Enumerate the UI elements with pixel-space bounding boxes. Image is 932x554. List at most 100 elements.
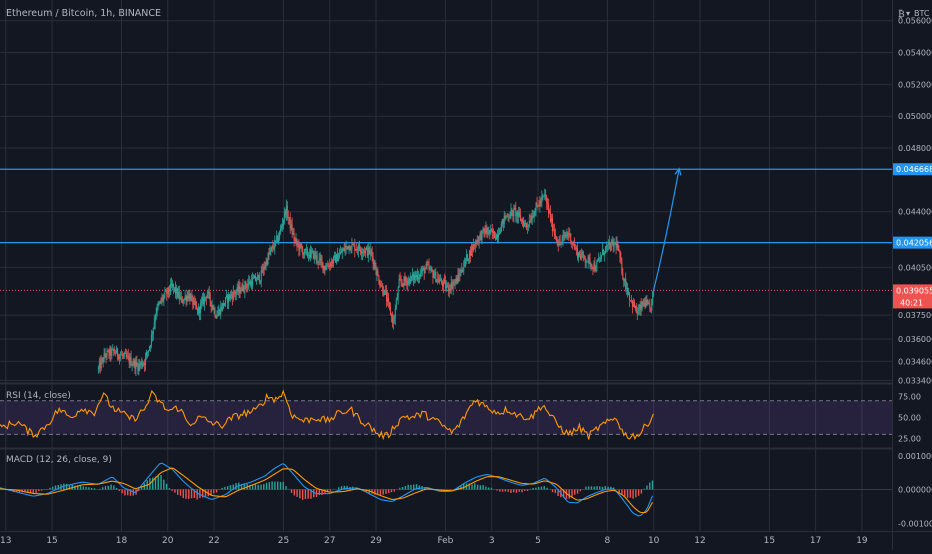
candle-body	[324, 266, 326, 270]
macd-legend[interactable]: MACD (12, 26, close, 9)	[6, 455, 112, 465]
candle-body	[476, 240, 478, 245]
candle-body	[442, 280, 444, 287]
candle-body	[319, 257, 321, 259]
time-axis-label[interactable]: 20	[162, 536, 174, 546]
candle-body	[389, 302, 391, 307]
candle-body	[212, 305, 214, 310]
time-axis-label[interactable]: 13	[0, 536, 11, 546]
candle-body	[214, 308, 216, 316]
candle-body	[191, 295, 193, 297]
candle-body	[530, 219, 532, 223]
time-axis-label[interactable]: Feb	[437, 536, 453, 546]
projection-arrow-path[interactable]	[653, 168, 680, 290]
rsi-axis-label[interactable]: 25.00	[898, 435, 921, 444]
candle-body	[589, 258, 591, 266]
candle-body	[635, 305, 637, 313]
candle-body	[127, 356, 129, 357]
time-axis-label[interactable]: 25	[278, 536, 289, 546]
candle-body	[112, 349, 114, 350]
candle-body	[201, 301, 203, 304]
time-axis-label[interactable]: 10	[648, 536, 660, 546]
macd-axis-label[interactable]: 0.000000	[898, 486, 932, 495]
candle-body	[443, 280, 445, 282]
time-axis-label[interactable]: 22	[208, 536, 219, 546]
candle-body	[620, 258, 622, 261]
time-axis-label[interactable]: 15	[46, 536, 57, 546]
time-axis-label[interactable]: 19	[856, 536, 868, 546]
candle-body	[578, 252, 580, 256]
rsi-axis-label[interactable]: 75.00	[898, 393, 921, 402]
horizontal-levels[interactable]	[0, 168, 892, 291]
candle-body	[648, 302, 650, 305]
candle-body	[135, 361, 137, 369]
candle-body	[227, 295, 229, 303]
candle-body	[389, 306, 391, 316]
candle-body	[266, 260, 268, 265]
time-axis-label[interactable]: 29	[370, 536, 382, 546]
candle-body	[227, 294, 229, 303]
candle-body	[613, 243, 615, 247]
candle-body	[598, 259, 600, 261]
symbol-title[interactable]: Ethereum / Bitcoin, 1h, BINANCE	[6, 8, 161, 19]
candle-body	[637, 310, 639, 315]
candle-body	[596, 261, 598, 271]
candle-body	[511, 210, 513, 211]
candle-body	[483, 228, 485, 231]
time-axis-label[interactable]: 3	[489, 536, 495, 546]
candle-body	[202, 297, 204, 304]
candle-body	[433, 276, 435, 278]
time-axis-label[interactable]: 17	[810, 536, 821, 546]
candle-body	[236, 286, 238, 293]
candle-body	[213, 308, 215, 310]
candle-body	[100, 360, 102, 369]
rsi-legend[interactable]: RSI (14, close)	[6, 391, 71, 401]
candle-body	[173, 284, 175, 288]
time-axis-label[interactable]: 12	[694, 536, 705, 546]
candle-body	[426, 263, 428, 265]
candle-body	[630, 300, 632, 301]
time-axis-label[interactable]: 8	[605, 536, 611, 546]
candle-body	[343, 248, 345, 252]
candle-body	[274, 240, 276, 249]
projection-arrow[interactable]	[653, 167, 682, 290]
currency-label[interactable]: BTC	[914, 9, 930, 18]
candle-body	[519, 211, 521, 216]
time-axis-label[interactable]: 27	[324, 536, 335, 546]
candle-body	[394, 308, 396, 319]
candle-body	[338, 254, 340, 258]
time-axis-label[interactable]: 15	[764, 536, 775, 546]
candle-body	[602, 249, 604, 255]
candle-body	[581, 252, 583, 256]
candle-body	[452, 283, 454, 289]
price-axis-label[interactable]: 0.033400	[898, 376, 932, 385]
time-axis-label[interactable]: 5	[535, 536, 541, 546]
currency-dropdown-icon[interactable]: ▾	[906, 9, 910, 18]
rsi-axis-label[interactable]: 50.00	[898, 414, 921, 423]
candle-body	[580, 255, 582, 259]
rsi-series	[0, 389, 654, 441]
candle-body	[198, 307, 200, 314]
candle-body	[98, 362, 100, 368]
axis-labels[interactable]: 13 15 18 20 22 25 27 29 Feb 3 5 8 10 12 15 17 19 0.05600 0…	[0, 17, 932, 546]
projection-arrow-head[interactable]	[674, 167, 682, 176]
time-axis-label[interactable]: 18	[116, 536, 128, 546]
candle-body	[422, 267, 424, 269]
candle-body	[591, 264, 593, 268]
candle-body	[642, 301, 644, 305]
